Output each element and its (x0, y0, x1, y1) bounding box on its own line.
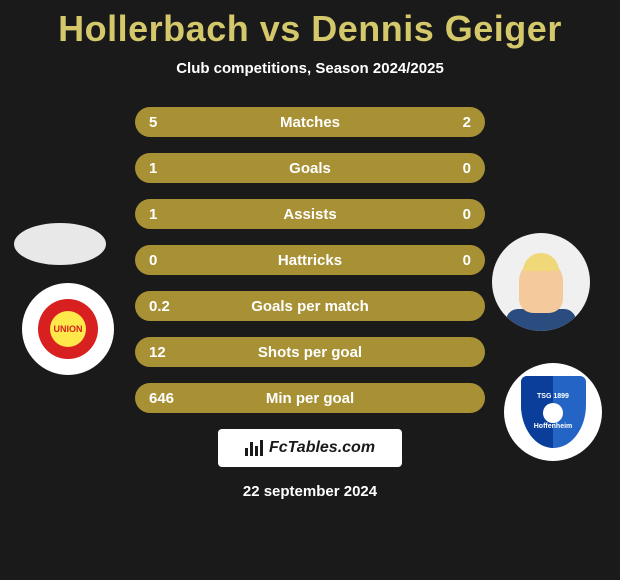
stat-left-value: 646 (149, 390, 189, 407)
player-right-face (519, 259, 563, 313)
club-right-badge: TSG 1899 Hoffenheim (504, 363, 602, 461)
stat-label: Goals per match (189, 298, 431, 315)
club-left-logo: UNION (38, 299, 98, 359)
stat-right-value: 2 (431, 114, 471, 131)
stat-label: Matches (189, 114, 431, 131)
content-area: UNION TSG 1899 Hoffenheim 5Matches21Goal… (0, 107, 620, 500)
bar-chart-icon (245, 440, 263, 456)
club-right-label-bottom: Hoffenheim (534, 423, 573, 431)
stat-left-value: 0.2 (149, 298, 189, 315)
stat-right-value: 0 (431, 206, 471, 223)
subtitle: Club competitions, Season 2024/2025 (0, 60, 620, 77)
club-right-shield: TSG 1899 Hoffenheim (521, 376, 586, 448)
player-right-avatar (492, 233, 590, 331)
stat-left-value: 0 (149, 252, 189, 269)
stat-label: Assists (189, 206, 431, 223)
stat-row: 1Assists0 (135, 199, 485, 229)
stat-left-value: 12 (149, 344, 189, 361)
stat-left-value: 1 (149, 206, 189, 223)
fctables-badge[interactable]: FcTables.com (218, 429, 402, 467)
stat-row: 12Shots per goal (135, 337, 485, 367)
stat-row: 5Matches2 (135, 107, 485, 137)
page-title: Hollerbach vs Dennis Geiger (0, 0, 620, 50)
stat-right-value: 0 (431, 252, 471, 269)
stat-label: Goals (189, 160, 431, 177)
stat-label: Min per goal (189, 390, 431, 407)
date-label: 22 september 2024 (0, 483, 620, 500)
fctables-label: FcTables.com (269, 439, 375, 457)
player-right-hair (523, 253, 559, 271)
stat-row: 0Hattricks0 (135, 245, 485, 275)
stat-row: 646Min per goal (135, 383, 485, 413)
club-right-label-top: TSG 1899 (537, 393, 569, 401)
stat-row: 0.2Goals per match (135, 291, 485, 321)
stat-left-value: 5 (149, 114, 189, 131)
player-left-avatar (14, 223, 106, 265)
stat-label: Hattricks (189, 252, 431, 269)
club-left-badge: UNION (22, 283, 114, 375)
stat-label: Shots per goal (189, 344, 431, 361)
club-left-label: UNION (50, 311, 86, 347)
stat-row: 1Goals0 (135, 153, 485, 183)
club-right-ball-icon (543, 403, 563, 423)
stat-right-value: 0 (431, 160, 471, 177)
stat-left-value: 1 (149, 160, 189, 177)
